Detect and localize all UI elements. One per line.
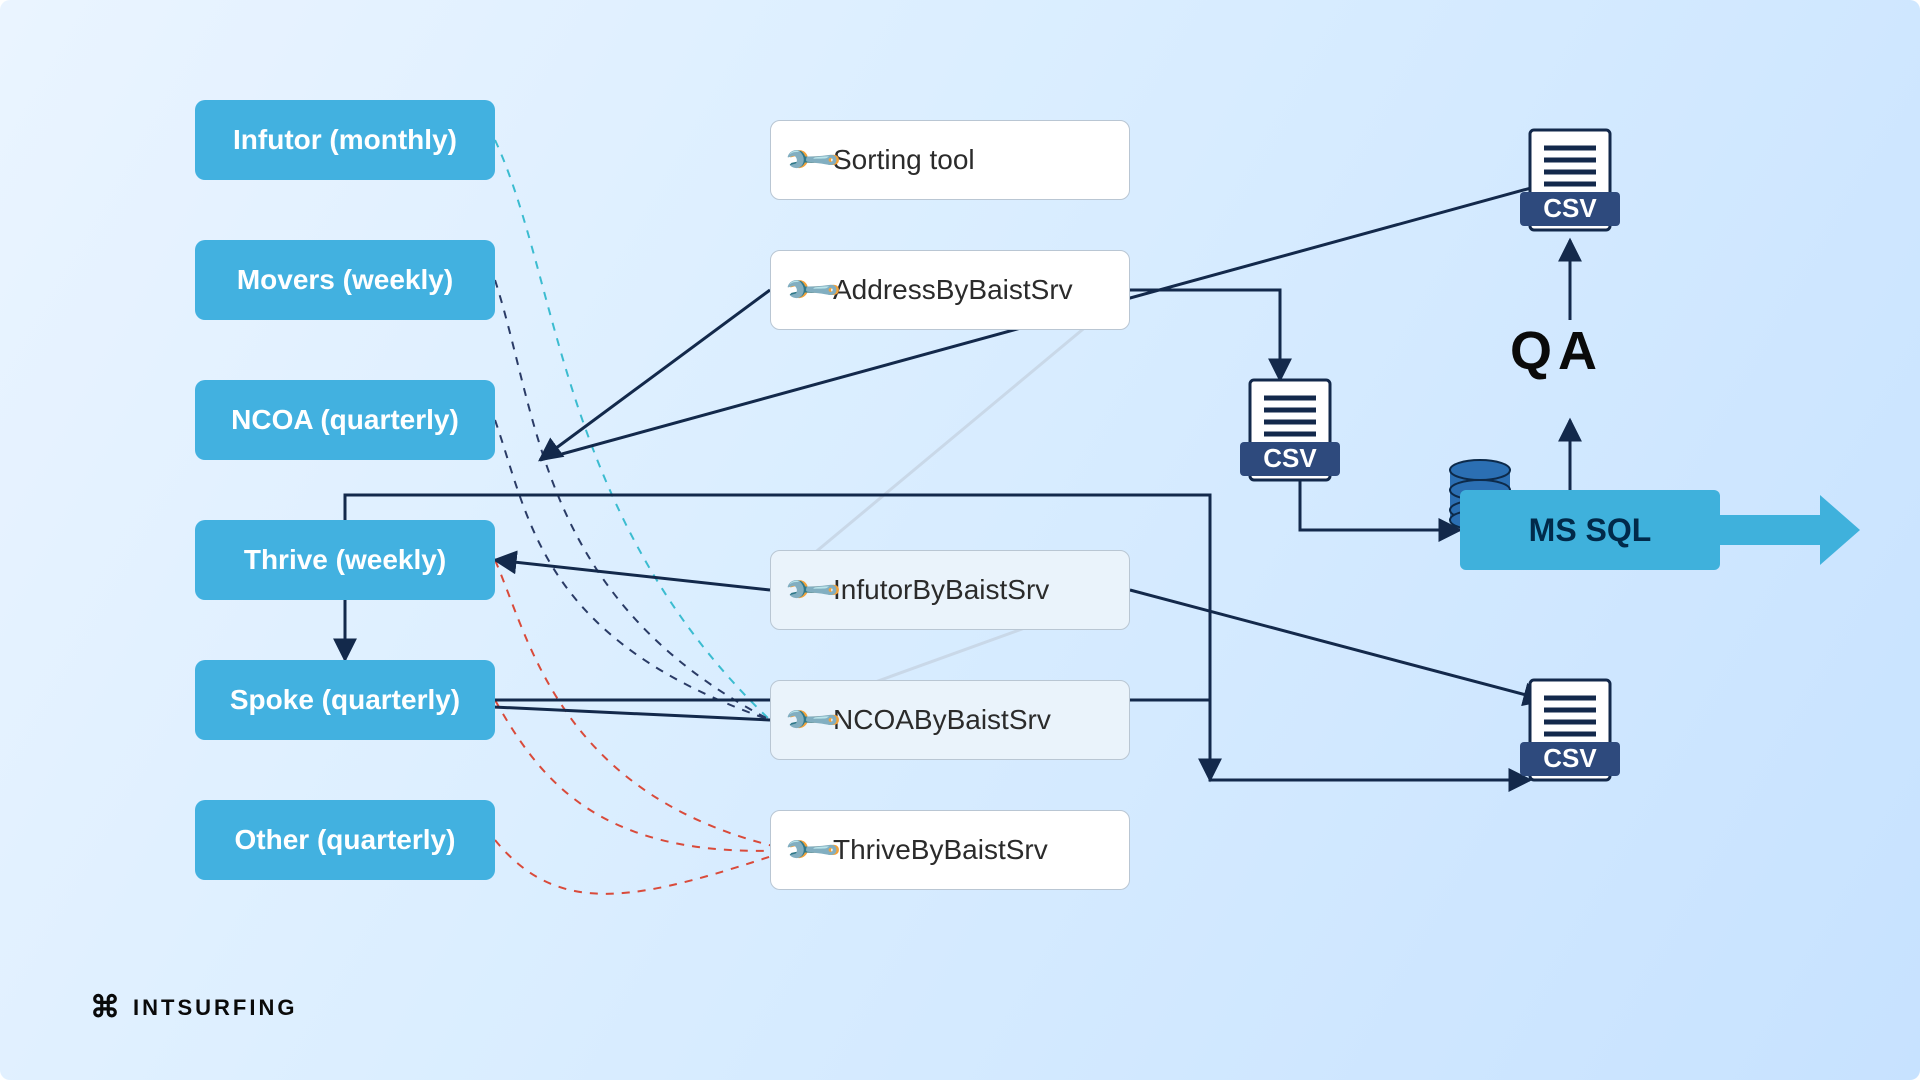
svg-text:CSV: CSV — [1543, 193, 1597, 223]
svg-text:CSV: CSV — [1543, 743, 1597, 773]
source-spoke: Spoke (quarterly) — [195, 660, 495, 740]
brand: ⌘ INTSURFING — [90, 990, 297, 1025]
svg-text:CSV: CSV — [1263, 443, 1317, 473]
label: ThriveByBaistSrv — [833, 834, 1048, 866]
tool-ncoa-srv: 🔧NCOAByBaistSrv — [770, 680, 1130, 760]
label: MS SQL — [1529, 512, 1652, 549]
label: InfutorByBaistSrv — [833, 574, 1049, 606]
wrench-icon: 🔧 — [781, 689, 842, 750]
label: Thrive (weekly) — [244, 544, 446, 576]
source-infutor: Infutor (monthly) — [195, 100, 495, 180]
label: Infutor (monthly) — [233, 124, 457, 156]
wrench-icon: 🔧 — [781, 819, 842, 880]
tool-thrive-srv: 🔧ThriveByBaistSrv — [770, 810, 1130, 890]
wrench-icon: 🔧 — [781, 129, 842, 190]
label: Sorting tool — [833, 144, 975, 176]
brand-text: INTSURFING — [133, 995, 297, 1021]
source-movers: Movers (weekly) — [195, 240, 495, 320]
label: AddressByBaistSrv — [833, 274, 1073, 306]
label: Spoke (quarterly) — [230, 684, 460, 716]
mssql-box: MS SQL — [1460, 490, 1720, 570]
label: NCOAByBaistSrv — [833, 704, 1051, 736]
source-ncoa: NCOA (quarterly) — [195, 380, 495, 460]
tool-infutor-srv: 🔧InfutorByBaistSrv — [770, 550, 1130, 630]
wrench-icon: 🔧 — [781, 259, 842, 320]
tool-address: 🔧AddressByBaistSrv — [770, 250, 1130, 330]
tool-sorting: 🔧Sorting tool — [770, 120, 1130, 200]
label: NCOA (quarterly) — [231, 404, 459, 436]
wrench-icon: 🔧 — [781, 559, 842, 620]
label: Other (quarterly) — [235, 824, 456, 856]
qa-label: QA — [1510, 320, 1603, 382]
source-thrive: Thrive (weekly) — [195, 520, 495, 600]
label: Movers (weekly) — [237, 264, 453, 296]
diagram-canvas: CSV CSV CSV Infutor (monthly) Movers (week… — [0, 0, 1920, 1080]
brand-logo-icon: ⌘ — [90, 990, 123, 1025]
source-other: Other (quarterly) — [195, 800, 495, 880]
